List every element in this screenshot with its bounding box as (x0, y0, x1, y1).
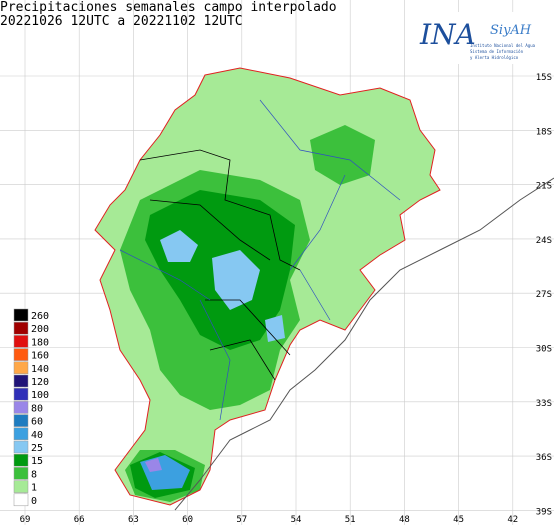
legend-label: 8 (31, 469, 37, 480)
legend-swatch (13, 361, 29, 375)
legend-swatch (13, 308, 29, 322)
latitude-label: 39S (536, 507, 552, 517)
legend-swatch (13, 467, 29, 480)
legend-label: 80 (31, 403, 43, 414)
legend-label: 100 (31, 390, 49, 401)
logo: INA SiyAH Instituto Nacional del Agua Si… (410, 12, 550, 64)
legend-label: 15 (31, 456, 43, 467)
longitude-label: 60 (182, 515, 193, 525)
title: Precipitaciones semanales campo interpol… (0, 0, 337, 15)
legend-swatch (13, 335, 29, 348)
longitude-label: 63 (128, 515, 139, 525)
logo-caption: Sistema de Información (470, 49, 524, 54)
longitude-label: 42 (507, 515, 518, 525)
latitude-label: 27S (536, 290, 552, 300)
logo-sub: SiyAH (490, 23, 532, 38)
longitude-label: 48 (399, 515, 410, 525)
logo-caption: Instituto Nacional del Agua (470, 43, 536, 48)
field-25 (212, 250, 260, 310)
latitude-label: 33S (536, 399, 552, 409)
legend-label: 120 (31, 377, 49, 388)
latitude-label: 24S (536, 236, 552, 246)
longitude-label: 57 (236, 515, 247, 525)
legend-swatch (13, 348, 29, 361)
latitude-label: 15S (536, 73, 552, 83)
legend-swatch (13, 374, 29, 388)
legend-label: 40 (31, 430, 43, 441)
legend-swatch (13, 480, 29, 493)
logo-caption: y Alerta Hidrológico (470, 55, 519, 60)
legend-label: 0 (31, 496, 37, 507)
legend-swatch (13, 414, 29, 427)
legend-swatch (13, 321, 29, 335)
field-80 (145, 458, 162, 472)
legend-swatch (13, 387, 29, 401)
latitude-label: 21S (536, 182, 552, 192)
legend-label: 260 (31, 311, 49, 322)
basin-outline (94, 67, 441, 506)
logo-background (410, 12, 550, 64)
legend-label: 140 (31, 364, 49, 375)
title-block: Precipitaciones semanales campo interpol… (0, 0, 337, 29)
country-border (139, 149, 301, 381)
legend-label: 1 (31, 483, 37, 494)
legend-swatch (13, 440, 29, 454)
latitude-label: 30S (536, 345, 552, 355)
longitude-label: 54 (291, 515, 302, 525)
coastline (174, 177, 554, 511)
legend-label: 160 (31, 351, 49, 362)
longitude-label: 66 (74, 515, 85, 525)
legend-swatch (13, 493, 29, 507)
precipitation-field (95, 68, 440, 505)
latitude-label: 18S (536, 127, 552, 137)
field-25 (160, 230, 198, 262)
borders (94, 67, 554, 511)
legend: 260 200 180 160 140 120 100 80 60 40 25 15 8 1 0 (13, 308, 49, 507)
legend-label: 25 (31, 443, 43, 454)
legend-label: 180 (31, 337, 49, 348)
legend-swatch (13, 427, 29, 441)
logo-name: INA (419, 18, 476, 51)
latitude-label: 36S (536, 453, 552, 463)
longitude-label: 45 (453, 515, 464, 525)
longitude-label: 69 (20, 515, 31, 525)
subtitle: 20221026 12UTC a 20221102 12UTC (0, 14, 243, 29)
legend-label: 200 (31, 324, 49, 335)
rivers (119, 99, 401, 421)
legend-swatch (13, 453, 29, 467)
field-25 (265, 315, 285, 342)
longitude-label: 51 (345, 515, 356, 525)
field-8 (310, 125, 375, 185)
legend-swatch (13, 401, 29, 414)
legend-label: 60 (31, 417, 43, 428)
